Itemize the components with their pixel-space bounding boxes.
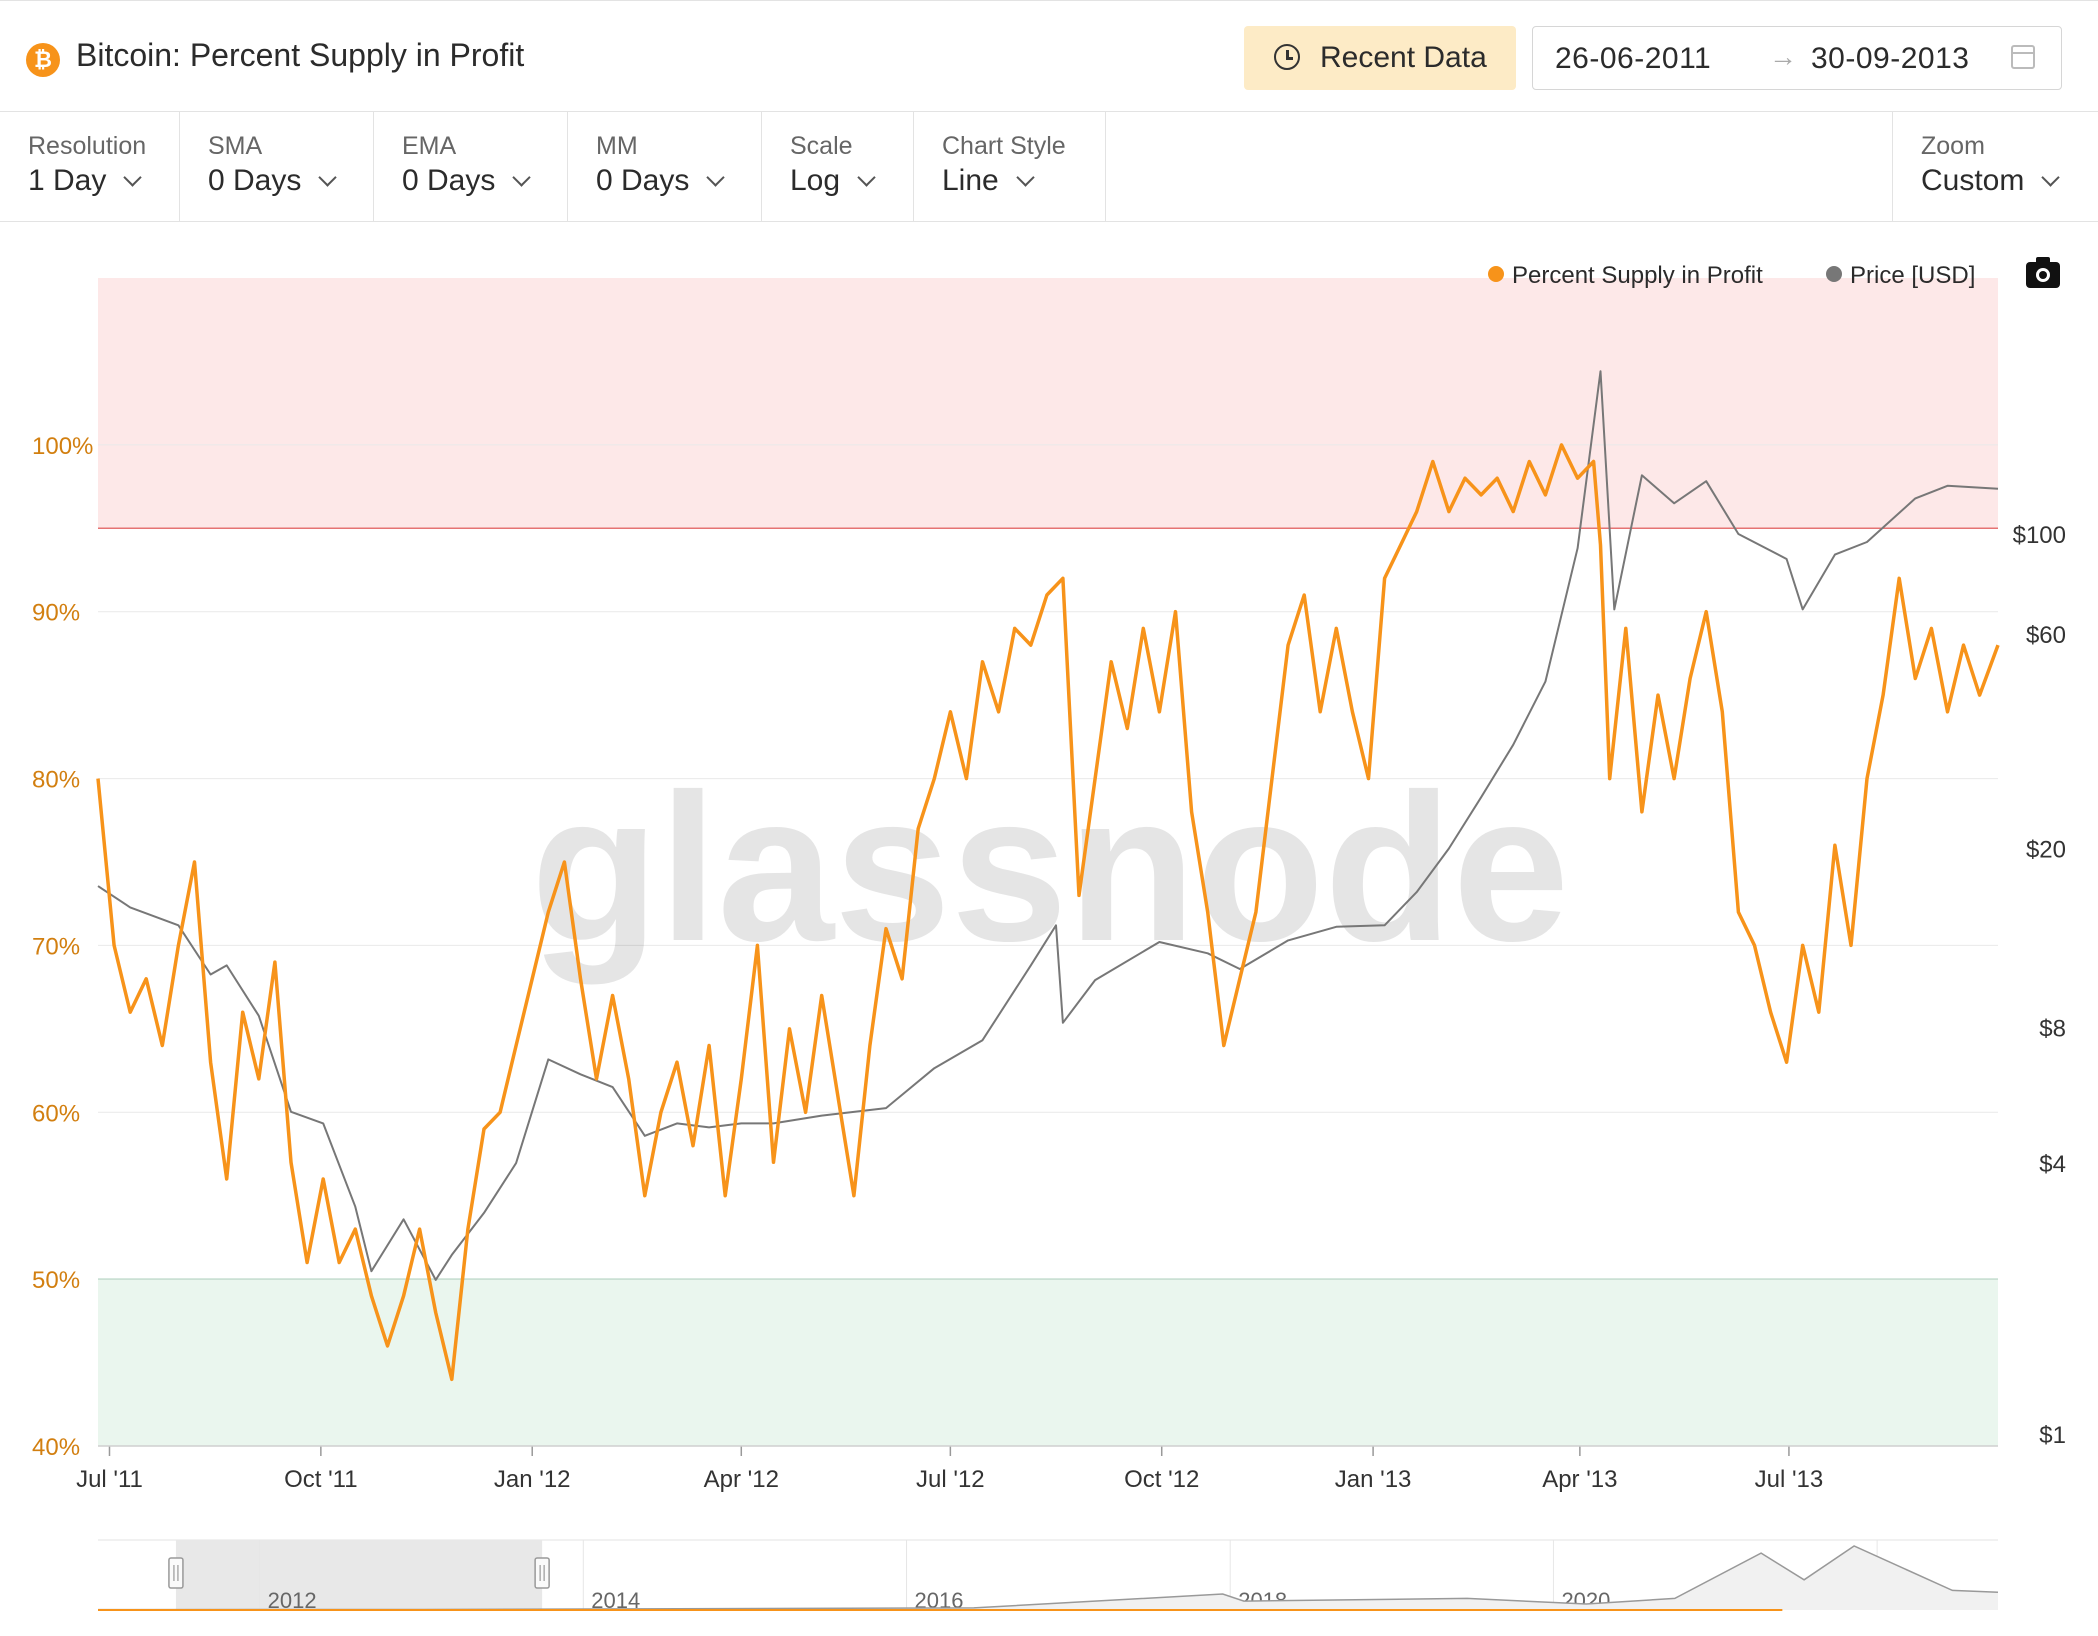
chevron-down-icon — [1016, 168, 1035, 187]
date-to-input[interactable]: 30-09-2013 — [1811, 42, 1970, 75]
sma-value: 0 Days — [208, 164, 338, 198]
resolution-dropdown[interactable]: Resolution 1 Day — [0, 112, 180, 221]
chevron-down-icon — [706, 168, 726, 187]
chevron-down-icon — [512, 168, 532, 187]
navigator-price-line — [97, 1545, 1999, 1611]
sma-label: SMA — [208, 132, 263, 160]
x-tick-label: Jan '12 — [494, 1466, 571, 1493]
zoom-dropdown[interactable]: Zoom Custom — [1892, 112, 2098, 221]
navigator-right-handle[interactable] — [534, 1557, 550, 1589]
sma-dropdown[interactable]: SMA 0 Days — [180, 112, 374, 221]
legend: Percent Supply in Profit Price [USD] — [1488, 262, 1975, 289]
x-axis: Jul '11 Oct '11 Jan '12 Apr '12 Jul '12 Oct '… — [76, 1445, 1998, 1493]
y-right-tick-label: $1 — [2039, 1422, 2066, 1449]
y-axis-right: $100 $60 $20 $8 $4 $1 — [2013, 522, 2066, 1449]
scale-label: Scale — [790, 132, 853, 160]
x-tick-label: Oct '11 — [284, 1466, 358, 1493]
chart-style-label: Chart Style — [942, 132, 1066, 160]
mm-value: 0 Days — [596, 164, 726, 198]
x-tick-label: Apr '12 — [704, 1466, 779, 1493]
ema-label: EMA — [402, 132, 457, 160]
gridlines — [98, 444, 1998, 1447]
chart-style-value: Line — [942, 164, 1035, 198]
y-axis-left: 100% 90% 80% 70% 60% 50% 40% — [32, 433, 93, 1461]
watermark: glassnode — [531, 750, 1570, 985]
legend-label-supply[interactable]: Percent Supply in Profit — [1512, 262, 1763, 289]
chevron-down-icon — [123, 168, 143, 187]
y-right-tick-label: $8 — [2039, 1016, 2066, 1043]
recent-data-button[interactable]: Recent Data — [1244, 26, 1516, 90]
clock-icon — [1274, 44, 1300, 70]
header: ₿ Bitcoin: Percent Supply in Profit Rece… — [0, 0, 2098, 112]
x-tick-label: Jan '13 — [1335, 1466, 1412, 1493]
resolution-value: 1 Day — [28, 164, 143, 198]
mm-dropdown[interactable]: MM 0 Days — [568, 112, 762, 221]
x-tick-label: Jul '12 — [916, 1466, 985, 1493]
ema-dropdown[interactable]: EMA 0 Days — [374, 112, 568, 221]
overheated-band — [98, 278, 1998, 529]
series-lines — [96, 370, 2000, 1382]
navigator-left-handle[interactable] — [168, 1557, 184, 1589]
arrow-right-icon: → — [1769, 41, 1797, 72]
navigator-selection[interactable] — [175, 1540, 543, 1610]
y-left-tick-label: 70% — [32, 933, 80, 960]
series-line-supply-in-profit[interactable] — [96, 443, 2000, 1382]
y-right-tick-label: $100 — [2013, 522, 2066, 549]
legend-label-price[interactable]: Price [USD] — [1850, 262, 1975, 289]
date-from-input[interactable]: 26-06-2011 — [1555, 42, 1712, 75]
page-title: Bitcoin: Percent Supply in Profit — [76, 37, 525, 73]
scale-dropdown[interactable]: Scale Log — [762, 112, 914, 221]
y-right-tick-label: $60 — [2026, 622, 2066, 649]
y-left-tick-label: 40% — [32, 1434, 80, 1461]
legend-swatch-supply — [1488, 266, 1504, 282]
calendar-icon[interactable] — [2011, 45, 2035, 69]
series-line-price[interactable] — [97, 370, 1999, 1281]
chart-area[interactable]: glassnode 100% 90% 80% 70% 60% 50% 40% $100 $60… — [0, 222, 2098, 1636]
legend-swatch-price — [1826, 266, 1842, 282]
scale-value: Log — [790, 164, 876, 198]
x-tick-label: Apr '13 — [1542, 1466, 1617, 1493]
zoom-label: Zoom — [1921, 132, 1985, 160]
ema-value: 0 Days — [402, 164, 532, 198]
camera-icon[interactable] — [2026, 257, 2060, 288]
undervalued-band — [98, 1279, 1998, 1446]
y-left-tick-label: 50% — [32, 1267, 80, 1294]
threshold-bands — [98, 278, 1998, 1446]
date-range-picker[interactable]: 26-06-2011 → 30-09-2013 — [1532, 26, 2062, 90]
chart-controls: Resolution 1 Day SMA 0 Days EMA 0 Days M… — [0, 112, 2098, 222]
navigator-price-area — [98, 1546, 1998, 1610]
y-left-tick-label: 60% — [32, 1100, 80, 1127]
y-right-tick-label: $20 — [2026, 837, 2066, 864]
bitcoin-icon: ₿ — [26, 43, 60, 77]
chevron-down-icon — [318, 168, 338, 187]
recent-data-label: Recent Data — [1320, 41, 1487, 74]
navigator[interactable]: 201220142016201820202022 — [97, 1539, 1999, 1613]
zoom-value: Custom — [1921, 164, 2061, 198]
x-tick-label: Jul '11 — [76, 1466, 143, 1493]
mm-label: MM — [596, 132, 638, 160]
chevron-down-icon — [2041, 168, 2061, 187]
x-tick-label: Jul '13 — [1755, 1466, 1824, 1493]
y-right-tick-label: $4 — [2039, 1151, 2066, 1178]
chart-style-dropdown[interactable]: Chart Style Line — [914, 112, 1106, 221]
y-left-tick-label: 100% — [32, 433, 93, 460]
resolution-label: Resolution — [28, 132, 147, 160]
y-left-tick-label: 80% — [32, 767, 80, 794]
chevron-down-icon — [857, 168, 876, 187]
y-left-tick-label: 90% — [32, 600, 80, 627]
x-tick-label: Oct '12 — [1124, 1466, 1199, 1493]
